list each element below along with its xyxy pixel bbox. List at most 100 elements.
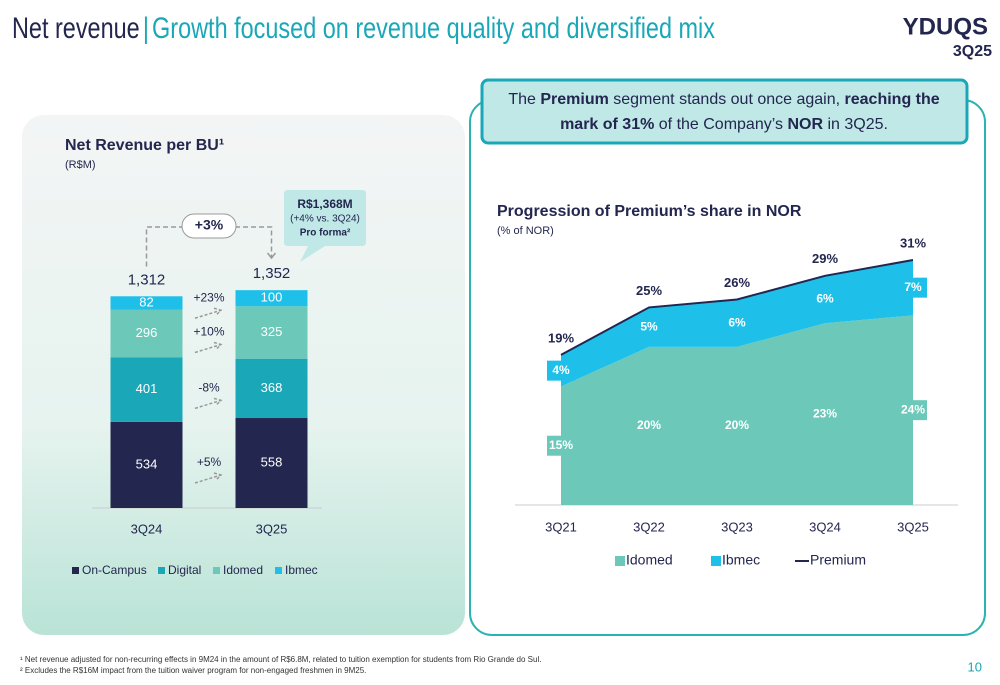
note-text: R$1,368M	[297, 197, 352, 211]
label-box	[547, 435, 575, 456]
x-tick-label: 3Q21	[545, 519, 577, 534]
growth-arrow	[194, 307, 223, 319]
label-box	[899, 400, 927, 421]
legend-swatch	[213, 567, 220, 574]
value-label: 20%	[725, 418, 749, 432]
value-label: 100	[261, 290, 283, 305]
value-label: 5%	[640, 319, 658, 333]
legend-label: Ibmec	[722, 552, 760, 568]
value-label: 26%	[724, 275, 750, 290]
title-separator: |	[143, 12, 149, 45]
value-label: 24%	[901, 402, 925, 416]
callout-text: Premium	[540, 91, 608, 108]
value-label: 6%	[816, 292, 834, 306]
label-box	[899, 277, 927, 298]
growth-label: +5%	[197, 455, 222, 469]
legend-swatch	[72, 567, 79, 574]
title-sub: Growth focused on revenue quality and di…	[152, 12, 715, 45]
title-main: Net revenue	[12, 12, 140, 45]
label-box	[723, 415, 751, 436]
value-label: 19%	[548, 330, 574, 345]
footnote: ² Excludes the R$16M impact from the tui…	[20, 666, 366, 675]
legend-label: Idomed	[223, 563, 263, 577]
growth-arrow	[194, 472, 223, 484]
callout-text: The	[508, 91, 540, 108]
callout-line: mark of 31% of the Company’s NOR in 3Q25…	[560, 116, 888, 133]
value-label: 534	[136, 456, 158, 471]
period: 3Q25	[953, 43, 992, 60]
legend-swatch	[711, 556, 721, 566]
bar-segment	[235, 290, 308, 307]
callout-text: in 3Q25.	[823, 116, 888, 133]
growth-total: +3%	[195, 217, 224, 233]
callout-text: segment stands out once again,	[609, 91, 845, 108]
x-tick-label: 3Q24	[131, 521, 163, 536]
bracket-arrowhead	[266, 252, 277, 260]
value-label: 296	[136, 325, 158, 340]
bar-segment	[110, 296, 183, 310]
legend-label: Idomed	[626, 552, 673, 568]
premium-line	[560, 259, 914, 356]
bar-segment	[110, 309, 183, 358]
bar-segment	[235, 418, 308, 508]
bar-segment	[110, 421, 183, 508]
legend-swatch	[615, 556, 625, 566]
label-box	[811, 404, 839, 425]
callout-text: of the Company’s	[654, 116, 787, 133]
area	[561, 315, 913, 505]
value-label: 4%	[552, 363, 570, 377]
callout-text: NOR	[787, 116, 823, 133]
growth-label: +10%	[193, 325, 224, 339]
x-tick-label: 3Q23	[721, 519, 753, 534]
label-box	[635, 415, 663, 436]
growth-label: -8%	[198, 381, 220, 395]
note-text: (+4% vs. 3Q24)	[290, 214, 360, 225]
legend-label: Digital	[168, 563, 201, 577]
total-label: 1,312	[128, 271, 166, 288]
growth-bracket	[145, 226, 273, 267]
growth-arrow	[194, 397, 223, 410]
x-tick-label: 3Q22	[633, 519, 665, 534]
note-text: Pro forma²	[300, 228, 351, 239]
growth-pill	[181, 213, 237, 239]
value-label: 20%	[637, 418, 661, 432]
chart-title: Progression of Premium’s share in NOR	[497, 203, 802, 220]
bar-segment	[235, 306, 308, 359]
value-label: 25%	[636, 283, 662, 298]
note-box	[284, 190, 366, 262]
x-tick-label: 3Q25	[256, 521, 288, 536]
value-label: 401	[136, 381, 158, 396]
value-label: 31%	[900, 235, 926, 250]
value-label: 6%	[728, 315, 746, 329]
bar-segment	[110, 357, 183, 422]
label-box	[811, 289, 839, 310]
chart-subtitle: (% of NOR)	[497, 225, 554, 237]
page-number: 10	[968, 659, 982, 674]
value-label: 368	[261, 380, 283, 395]
total-label: 1,352	[253, 265, 291, 282]
growth-label: +23%	[193, 290, 224, 304]
label-box	[723, 313, 751, 334]
value-label: 82	[139, 294, 153, 309]
chart-title: Net Revenue per BU¹	[65, 137, 224, 154]
growth-arrow	[194, 341, 223, 354]
value-label: 558	[261, 454, 283, 469]
value-label: 29%	[812, 251, 838, 266]
legend-swatch	[158, 567, 165, 574]
legend-label: Ibmec	[285, 563, 318, 577]
callout-text: mark of 31%	[560, 116, 654, 133]
value-label: 325	[261, 324, 283, 339]
legend-label: On-Campus	[82, 563, 147, 577]
chart-subtitle: (R$M)	[65, 159, 96, 171]
legend-label: Premium	[810, 552, 866, 568]
value-label: 7%	[904, 280, 922, 294]
callout-text: reaching the	[845, 91, 940, 108]
footnote: ¹ Net revenue adjusted for non-recurring…	[20, 655, 541, 664]
value-label: 23%	[813, 406, 837, 420]
bar-segment	[235, 358, 308, 419]
label-box	[635, 317, 663, 338]
x-tick-label: 3Q24	[809, 519, 841, 534]
value-label: 15%	[549, 438, 573, 452]
